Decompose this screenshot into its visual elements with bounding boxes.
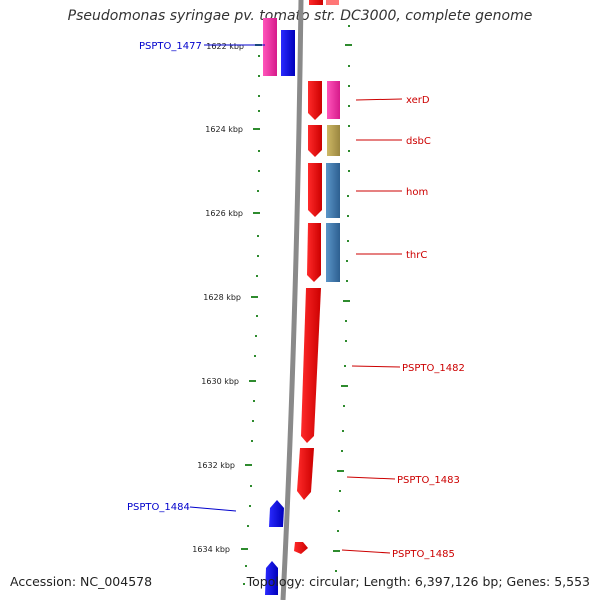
tick-label: 1634 kbp — [192, 545, 230, 554]
callout-line — [346, 476, 396, 480]
gene-left-bottom[interactable] — [265, 561, 278, 595]
label-pspto-1485[interactable]: PSPTO_1485 — [392, 549, 455, 560]
callout-line — [351, 365, 401, 368]
tick-label: 1622 kbp — [206, 42, 244, 51]
gene-pspto-1482[interactable] — [301, 288, 321, 443]
tick-label: 1626 kbp — [205, 209, 243, 218]
label-dsbc[interactable]: dsbC — [406, 136, 431, 147]
callout-line — [189, 506, 237, 512]
gene-xerd-cog[interactable] — [327, 81, 340, 119]
gene-dsbc-cog[interactable] — [327, 125, 340, 156]
scale-tick-1630: 1630 kbp — [201, 377, 348, 387]
gene-top-partial-cog — [326, 0, 339, 5]
gene-xerd[interactable] — [308, 81, 322, 120]
scale-tick-1632: 1632 kbp — [197, 461, 344, 472]
accession-text: Accession: NC_004578 — [10, 574, 153, 589]
scale-tick-1634: 1634 kbp — [192, 545, 340, 554]
callout-line — [355, 98, 403, 101]
scale-tick-1622: 1622 kbp — [206, 42, 352, 51]
label-pspto-1482[interactable]: PSPTO_1482 — [402, 363, 465, 374]
gene-pspto-1483[interactable] — [297, 448, 314, 500]
gene-dsbc[interactable] — [308, 125, 322, 157]
tick-label: 1624 kbp — [205, 125, 243, 134]
label-hom[interactable]: hom — [406, 187, 428, 198]
label-xerd[interactable]: xerD — [406, 95, 430, 106]
tick-label: 1632 kbp — [197, 461, 235, 470]
tick-label: 1630 kbp — [201, 377, 239, 386]
label-pspto-1483[interactable]: PSPTO_1483 — [397, 475, 460, 486]
gene-thrc[interactable] — [307, 223, 321, 282]
gene-pspto-1485[interactable] — [294, 542, 308, 554]
scale-dots-right — [335, 25, 350, 572]
gene-pspto-1477[interactable] — [281, 30, 295, 76]
scale-tick-1628: 1628 kbp — [203, 293, 350, 302]
gene-pspto-1484[interactable] — [269, 500, 284, 527]
callout-line — [341, 549, 391, 554]
label-pspto-1477[interactable]: PSPTO_1477 — [139, 41, 202, 52]
gene-pspto-1477-cog[interactable] — [263, 18, 277, 76]
gene-hom[interactable] — [308, 163, 322, 217]
label-thrc[interactable]: thrC — [406, 250, 427, 261]
scale-dots-left — [243, 55, 260, 585]
label-pspto-1484[interactable]: PSPTO_1484 — [127, 502, 190, 513]
genome-backbone — [280, 0, 304, 600]
gene-hom-cog[interactable] — [326, 163, 340, 218]
gene-thrc-cog[interactable] — [326, 223, 340, 282]
scale-tick-1626: 1626 kbp — [205, 209, 260, 218]
scale-tick-1624: 1624 kbp — [205, 125, 260, 134]
gene-top-partial[interactable] — [309, 0, 323, 5]
tick-label: 1628 kbp — [203, 293, 241, 302]
topology-text: Topology: circular; Length: 6,397,126 bp… — [246, 574, 590, 589]
